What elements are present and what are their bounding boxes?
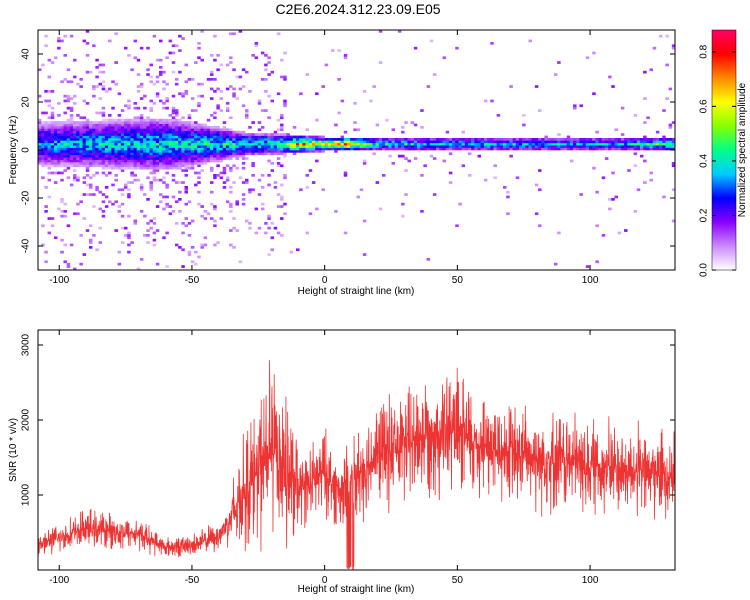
spectrogram-x-tick-label: 100: [582, 275, 599, 286]
spectrogram-y-tick-label: -40: [21, 238, 32, 253]
snr-y-label: SNR (10 * v/v): [8, 418, 19, 482]
snr-x-tick-label: 0: [322, 575, 328, 586]
colorbar-tick-label: 0.8: [699, 44, 710, 58]
colorbar-label: Normalized spectral amplitude: [737, 82, 748, 217]
spectrogram-panel: -100 -50 0 50 100 -40 -20 0 20 40 Height of stra…: [8, 29, 676, 297]
snr-y-tick-label: 1000: [21, 483, 32, 506]
snr-y-axis: 1000 2000 3000: [21, 333, 675, 506]
snr-x-tick-label: -100: [49, 575, 69, 586]
snr-panel: -100 -50 0 50 100 1000 2000 3000 Height of str…: [8, 329, 676, 595]
snr-x-tick-label: -50: [185, 575, 200, 586]
colorbar-tick-label: 0.4: [699, 154, 710, 168]
spectrogram-y-tick-label: 20: [21, 96, 32, 108]
spectrogram-y-tick-label: 40: [21, 48, 32, 60]
spectrogram-x-tick-label: -50: [185, 275, 200, 286]
colorbar-tick-label: 0.0: [699, 263, 710, 277]
colorbar-tick-label: 0.2: [699, 208, 710, 222]
spectrogram-x-tick-label: 50: [452, 275, 464, 286]
spectrogram-y-tick-label: -20: [21, 190, 32, 205]
snr-frame: [37, 329, 676, 571]
colorbar-gradient: [711, 29, 737, 271]
snr-y-tick-label: 3000: [21, 333, 32, 356]
spectrogram-heatmap: [38, 30, 676, 271]
snr-x-axis: -100 -50 0 50 100: [49, 330, 599, 586]
spectrogram-x-tick-label: -100: [49, 275, 69, 286]
spectrogram-y-tick-label: 0: [21, 147, 32, 153]
spectrogram-y-label: Frequency (Hz): [8, 116, 19, 185]
spectrogram-x-axis: -100 -50 0 50 100: [49, 30, 599, 286]
snr-x-tick-label: 50: [452, 575, 464, 586]
colorbar-tick-label: 0.6: [699, 99, 710, 113]
spectrogram-y-axis: -40 -20 0 20 40: [21, 48, 675, 253]
snr-x-label: Height of straight line (km): [298, 584, 415, 595]
snr-series-line: [38, 360, 675, 570]
colorbar-ticks: 0.0 0.2 0.4 0.6 0.8: [699, 44, 736, 277]
colorbar: 0.0 0.2 0.4 0.6 0.8 Normalized spectral ampl…: [699, 29, 748, 277]
spectrogram-x-label: Height of straight line (km): [298, 286, 415, 297]
spectrogram-x-tick-label: 0: [322, 275, 328, 286]
snr-y-tick-label: 2000: [21, 408, 32, 431]
snr-x-tick-label: 100: [582, 575, 599, 586]
figure-title: C2E6.2024.312.23.09.E05: [275, 1, 440, 17]
